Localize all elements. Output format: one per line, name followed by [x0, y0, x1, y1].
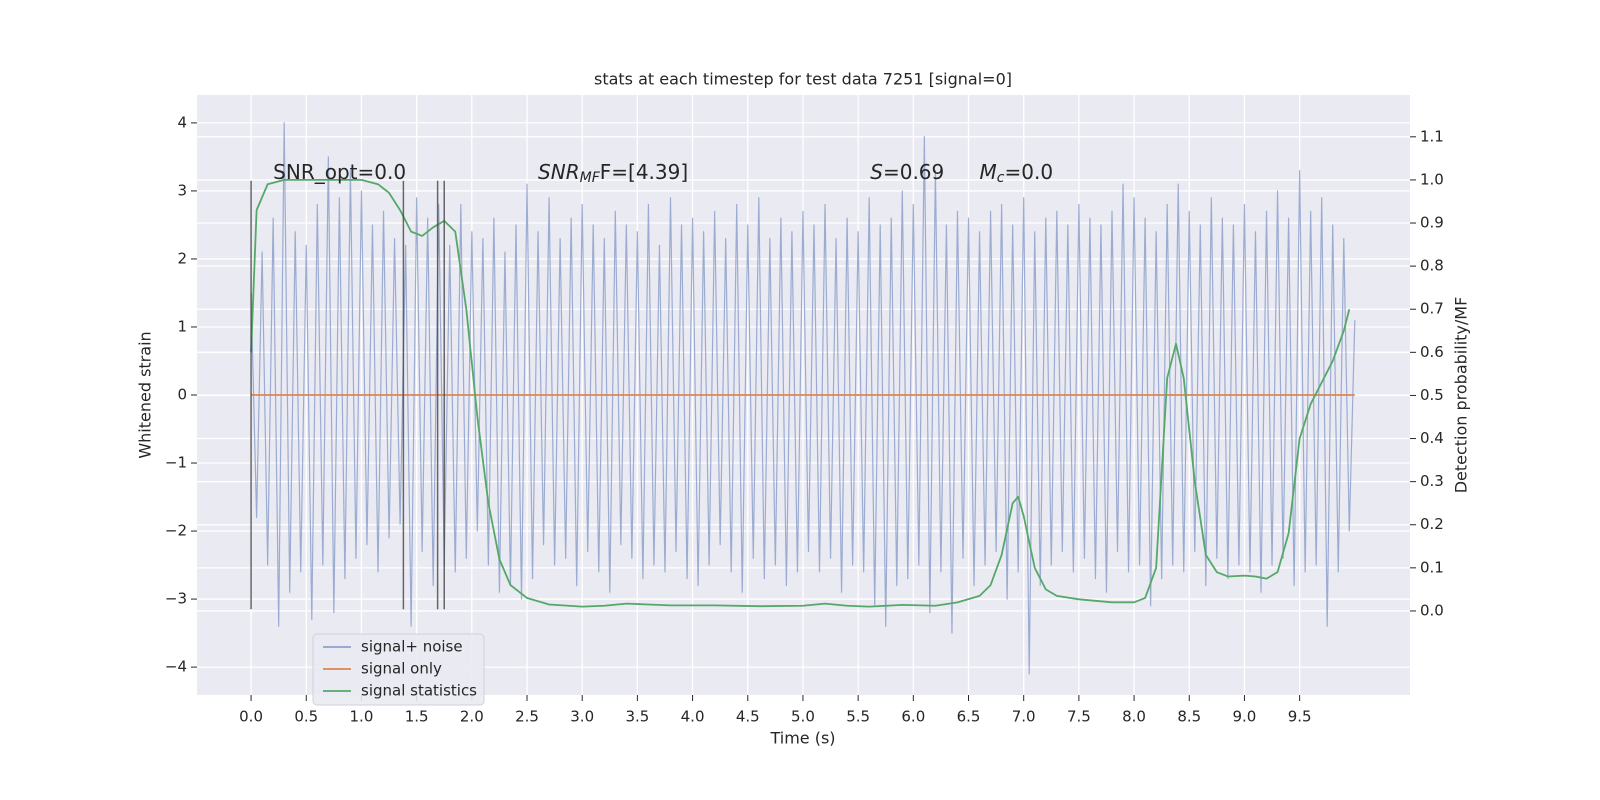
y-tick-label: −3 [165, 590, 187, 608]
y2-tick-label: 1.0 [1420, 170, 1444, 188]
x-tick-label: 4.0 [681, 708, 705, 726]
y-axis-label: Whitened strain [136, 331, 155, 458]
annotation: SNR_opt=0.0 [273, 160, 406, 184]
x-tick-label: 3.0 [570, 708, 594, 726]
y-tick-label: 0 [177, 386, 187, 404]
x-tick-label: 9.5 [1288, 708, 1312, 726]
x-tick-label: 0.5 [294, 708, 318, 726]
x-tick-label: 6.0 [901, 708, 925, 726]
series-line [250, 122, 1356, 675]
annotation: S=0.69 [870, 160, 944, 184]
x-tick-label: 2.0 [460, 708, 484, 726]
legend-label: signal+ noise [361, 638, 463, 656]
y2-tick-label: 1.1 [1420, 127, 1444, 145]
annotation: SNRMFF=[4.39] [538, 160, 688, 187]
series-line [250, 179, 1351, 608]
annotation-sub: MF [580, 170, 601, 186]
x-axis-label: Time (s) [769, 729, 835, 748]
annotation-sub: c [997, 170, 1005, 186]
y2-tick-label: 0.8 [1420, 257, 1444, 275]
chart-title: stats at each timestep for test data 725… [594, 70, 1012, 89]
y2-tick-label: 0.2 [1420, 515, 1444, 533]
x-tick-label: 5.0 [791, 708, 815, 726]
x-tick-label: 0.0 [239, 708, 263, 726]
x-tick-label: 6.5 [957, 708, 981, 726]
annotation-rest: =0.69 [883, 160, 944, 184]
y-tick-label: 4 [177, 113, 187, 131]
annotation-text: SNR_opt=0.0 [273, 160, 406, 184]
y2-tick-label: 0.3 [1420, 472, 1444, 490]
legend-label: signal only [361, 660, 442, 678]
x-tick-label: 7.0 [1012, 708, 1036, 726]
annotation: Mc=0.0 [980, 160, 1054, 187]
x-tick-label: 1.0 [350, 708, 374, 726]
y2-tick-label: 0.6 [1420, 343, 1444, 361]
legend-box [312, 633, 485, 706]
annotation-text: S [870, 160, 883, 184]
y2-tick-label: 0.7 [1420, 300, 1444, 318]
x-tick-label: 1.5 [405, 708, 429, 726]
y-tick-label: −1 [165, 454, 187, 472]
annotation-text: SNR [538, 160, 580, 184]
y2-tick-label: 0.4 [1420, 429, 1444, 447]
x-tick-label: 7.5 [1067, 708, 1091, 726]
x-tick-label: 8.0 [1122, 708, 1146, 726]
y-tick-label: 3 [177, 181, 187, 199]
y-tick-label: −4 [165, 658, 187, 676]
legend: signal+ noise signal only signal statistic… [312, 633, 485, 706]
y2-tick-label: 0.0 [1420, 601, 1444, 619]
x-tick-label: 5.5 [846, 708, 870, 726]
annotation-text: M [980, 160, 997, 184]
y-tick-label: −2 [165, 522, 187, 540]
x-tick-label: 2.5 [515, 708, 539, 726]
legend-label: signal statistics [361, 682, 477, 700]
y2-axis-label: Detection probability/MF [1452, 297, 1471, 494]
y2-tick-label: 0.9 [1420, 214, 1444, 232]
y-tick-label: 2 [177, 249, 187, 267]
y-tick-label: 1 [177, 317, 187, 335]
x-tick-label: 3.5 [625, 708, 649, 726]
y2-tick-label: 0.1 [1420, 558, 1444, 576]
x-tick-label: 8.5 [1177, 708, 1201, 726]
x-tick-label: 4.5 [736, 708, 760, 726]
y2-tick-label: 0.5 [1420, 386, 1444, 404]
x-tick-label: 9.0 [1233, 708, 1257, 726]
annotation-rest: F=[4.39] [600, 160, 688, 184]
annotation-rest: =0.0 [1005, 160, 1054, 184]
